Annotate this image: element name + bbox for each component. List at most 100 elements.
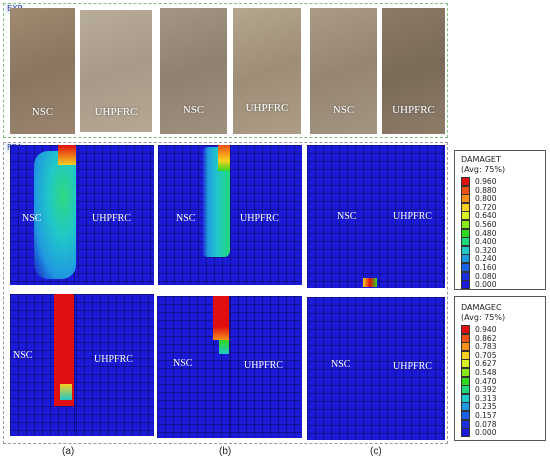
photo-label: UHPFRC — [245, 102, 289, 114]
legend-value: 0.235 — [475, 402, 497, 412]
exp-section — [3, 3, 448, 138]
fea-compression-uhpfrc-a: UHPFRC — [76, 294, 154, 436]
legend-value: 0.480 — [475, 228, 497, 238]
legend-value: 0.080 — [475, 271, 497, 281]
damage-peak — [363, 278, 377, 287]
fea-tension-nsc-c: NSC — [307, 145, 379, 288]
legend-swatch — [461, 280, 470, 290]
legend-swatch — [461, 237, 470, 247]
photo-nsc-b: NSC — [160, 8, 227, 134]
legend-swatch — [461, 325, 470, 334]
legend-value: 0.548 — [475, 368, 497, 377]
legend-value: 0.157 — [475, 411, 497, 420]
damage-peak — [60, 384, 72, 400]
legend-swatch — [461, 350, 470, 360]
caption-c: (c) — [370, 446, 382, 457]
photo-nsc-a: NSC — [10, 8, 75, 134]
legend-swatch — [461, 342, 470, 352]
legend-value: 0.783 — [475, 342, 497, 352]
legend-swatch — [461, 402, 470, 412]
damage-peak — [58, 145, 76, 165]
legend-subtitle: (Avg: 75%) — [461, 165, 506, 174]
mesh-label: UHPFRC — [92, 213, 131, 224]
photo-uhpfrc-a: UHPFRC — [80, 10, 152, 132]
damage-contour — [213, 296, 229, 340]
legend-value: 0.160 — [475, 263, 497, 272]
legend-value: 0.000 — [475, 428, 497, 438]
damage-contour — [34, 151, 76, 279]
legend-swatch — [461, 228, 470, 238]
legend-value: 0.940 — [475, 325, 497, 334]
photo-label: NSC — [332, 104, 355, 116]
legend-value: 0.400 — [475, 237, 497, 247]
mesh-label: UHPFRC — [94, 354, 133, 365]
mesh-label: UHPFRC — [393, 361, 432, 372]
damage-peak — [218, 145, 230, 171]
legend-value: 0.640 — [475, 211, 497, 221]
caption-a: (a) — [62, 446, 75, 457]
legend-value: 0.960 — [475, 177, 497, 186]
legend-damaget: DAMAGET (Avg: 75%) 0.960 0.880 0.800 0.720 0… — [454, 150, 546, 290]
photo-label: NSC — [182, 104, 205, 116]
mesh-label: NSC — [22, 213, 42, 224]
fea-compression-uhpfrc-b: UHPFRC — [230, 296, 302, 438]
mesh-label: NSC — [337, 211, 357, 222]
legend-swatch — [461, 419, 470, 429]
legend-value: 0.800 — [475, 194, 497, 204]
legend-swatch — [461, 185, 470, 195]
legend-value: 0.720 — [475, 202, 497, 212]
legend-swatch — [461, 385, 470, 395]
legend-value: 0.320 — [475, 245, 497, 255]
legend-swatch — [461, 333, 470, 343]
mesh-label: UHPFRC — [240, 213, 279, 224]
fea-tension-nsc-a: NSC — [10, 145, 78, 285]
fea-tension-uhpfrc-b: UHPFRC — [230, 145, 302, 285]
damage-contour — [54, 294, 74, 406]
legend-swatch — [461, 220, 470, 229]
legend-value: 0.078 — [475, 419, 497, 429]
mesh-label: UHPFRC — [393, 211, 432, 222]
caption-b: (b) — [219, 446, 232, 457]
legend-title: DAMAGET — [461, 155, 501, 164]
legend-swatch — [461, 202, 470, 212]
fea-section — [3, 142, 448, 444]
legend-swatch — [461, 254, 470, 264]
legend-value: 0.392 — [475, 385, 497, 395]
fea-tension-uhpfrc-c: UHPFRC — [379, 145, 445, 288]
fea-compression-nsc-c: NSC — [307, 297, 379, 440]
legend-swatch — [461, 376, 470, 386]
legend-value: 0.470 — [475, 376, 497, 386]
legend-value: 0.240 — [475, 254, 497, 264]
legend-swatch — [461, 411, 470, 420]
damage-peak — [219, 340, 229, 354]
legend-value: 0.560 — [475, 220, 497, 229]
mesh-label: NSC — [173, 358, 193, 369]
legend-value: 0.313 — [475, 393, 497, 403]
fea-tension-nsc-b: NSC — [158, 145, 230, 285]
photo-label: NSC — [31, 106, 54, 118]
photo-uhpfrc-b: UHPFRC — [233, 8, 301, 134]
photo-label: UHPFRC — [392, 104, 435, 116]
photo-label: UHPFRC — [94, 106, 138, 118]
fea-compression-nsc-a: NSC — [10, 294, 76, 436]
legend-subtitle: (Avg: 75%) — [461, 313, 506, 322]
legend-damagec: DAMAGEC (Avg: 75%) 0.940 0.862 0.783 0.705 0… — [454, 296, 546, 441]
mesh-label: NSC — [331, 359, 351, 370]
legend-swatch — [461, 359, 470, 369]
legend-swatch — [461, 194, 470, 204]
legend-value: 0.627 — [475, 359, 497, 369]
legend-swatch — [461, 428, 470, 438]
legend-swatch — [461, 368, 470, 377]
legend-swatch — [461, 393, 470, 403]
fea-compression-uhpfrc-c: UHPFRC — [379, 297, 445, 440]
mesh-label: NSC — [176, 213, 196, 224]
legend-value: 0.000 — [475, 280, 497, 290]
mesh-label: UHPFRC — [244, 360, 283, 371]
legend-title: DAMAGEC — [461, 303, 502, 312]
legend-swatch — [461, 211, 470, 221]
photo-nsc-c: NSC — [310, 8, 377, 134]
legend-value: 0.880 — [475, 185, 497, 195]
legend-value: 0.705 — [475, 350, 497, 360]
fea-compression-nsc-b: NSC — [157, 296, 230, 438]
legend-swatch — [461, 271, 470, 281]
